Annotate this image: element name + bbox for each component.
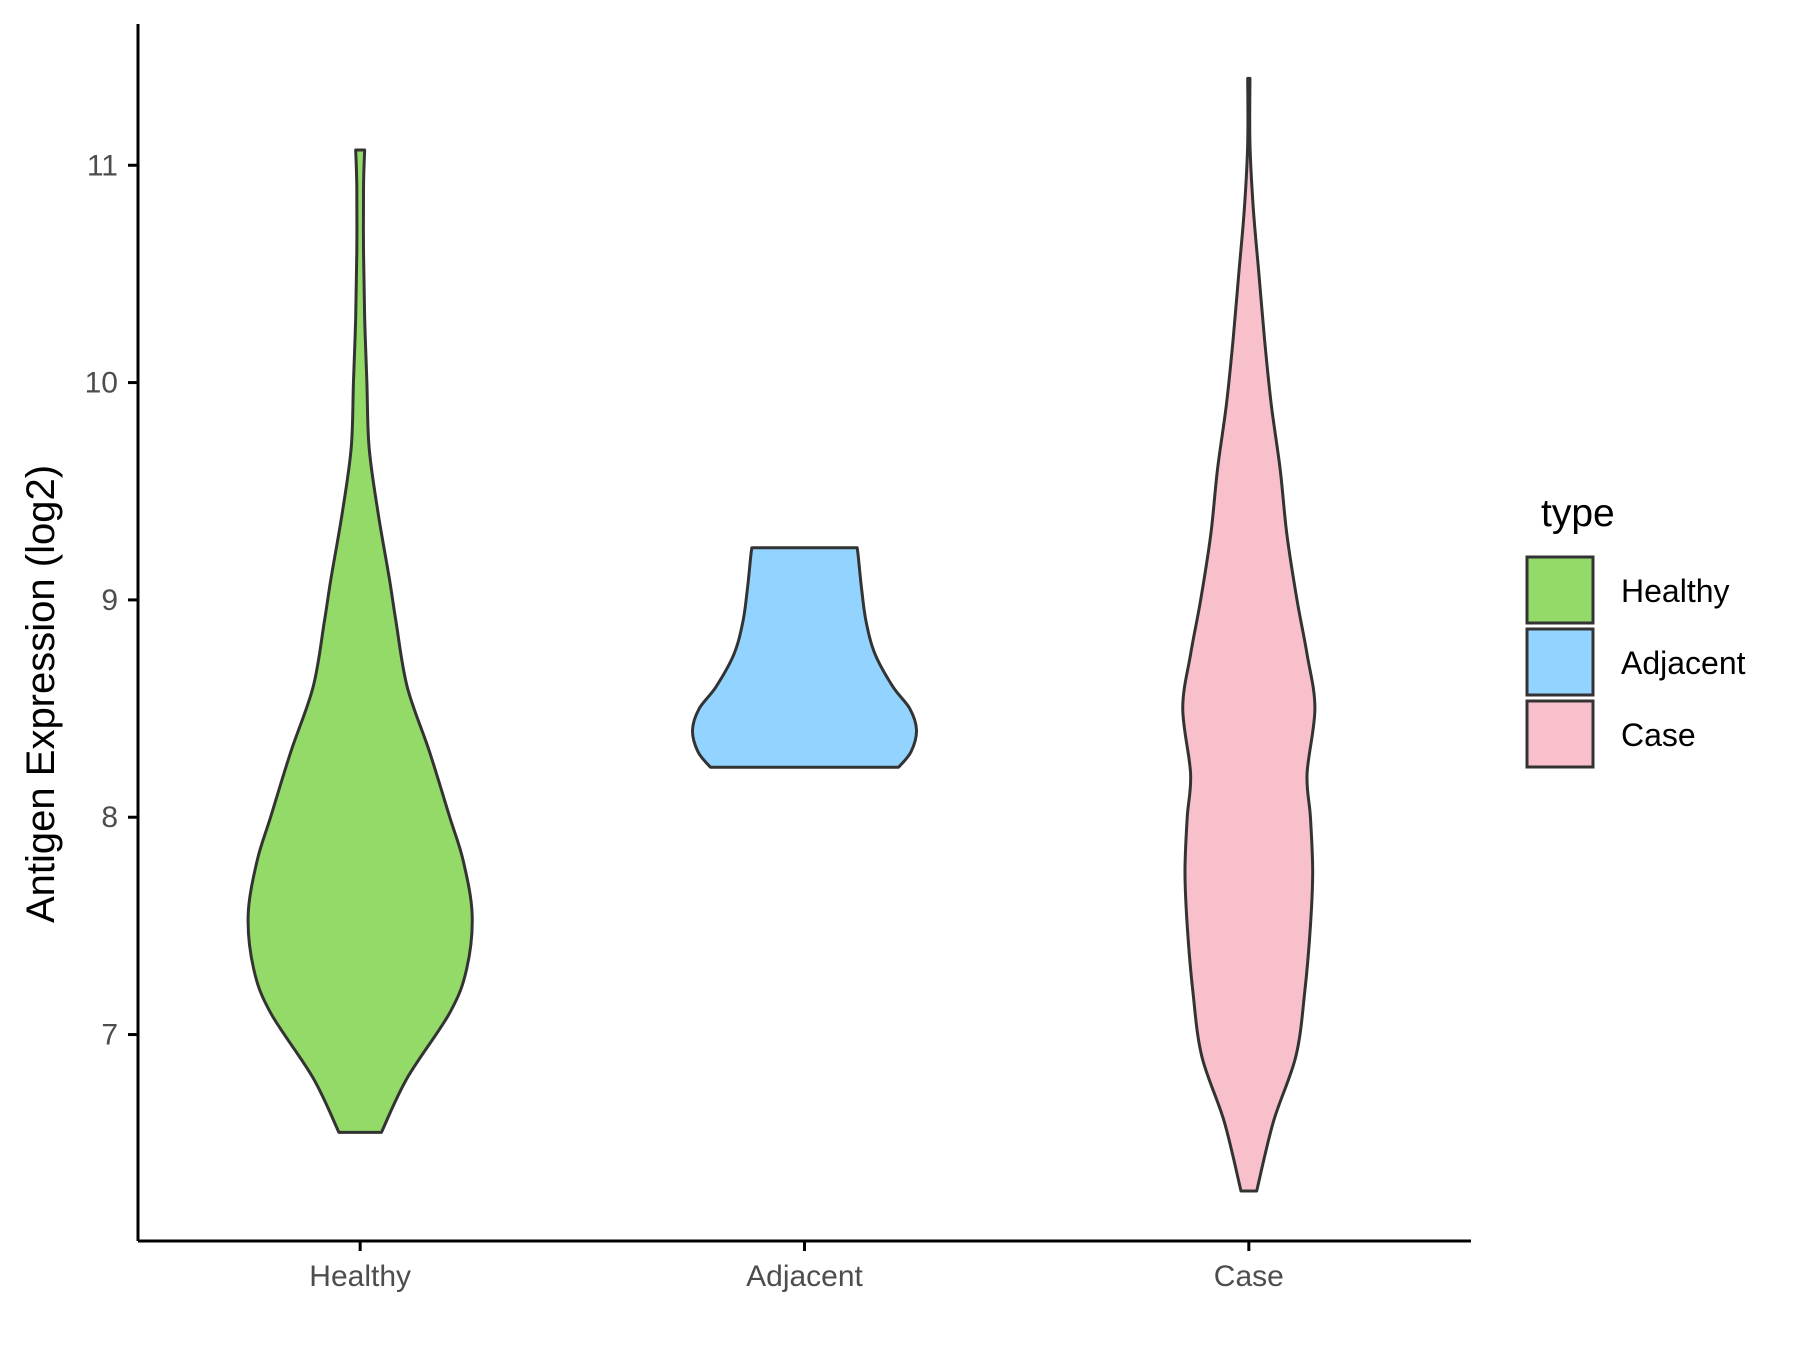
y-tick-label: 8 xyxy=(101,801,118,834)
x-tick-label: Case xyxy=(1214,1260,1284,1293)
legend-title: type xyxy=(1541,492,1615,535)
legend: type Healthy Adjacent Case xyxy=(1525,492,1746,769)
legend-label: Adjacent xyxy=(1621,645,1746,681)
violin-case xyxy=(1181,76,1317,1193)
legend-key-healthy xyxy=(1525,555,1595,625)
y-tick-label: 7 xyxy=(101,1019,118,1052)
axes: 7 8 9 10 11 Healthy Adjacent Case xyxy=(85,24,1471,1293)
y-tick-label: 10 xyxy=(85,367,118,400)
x-tick-label: Healthy xyxy=(309,1260,411,1293)
y-ticks: 7 8 9 10 11 xyxy=(85,149,138,1052)
y-tick-label: 9 xyxy=(101,584,118,617)
legend-label: Healthy xyxy=(1621,573,1730,609)
x-tick-label: Adjacent xyxy=(746,1260,863,1293)
legend-items: Healthy Adjacent Case xyxy=(1525,555,1746,769)
legend-key-adjacent xyxy=(1525,627,1595,697)
violin-healthy xyxy=(246,148,474,1134)
legend-label: Case xyxy=(1621,717,1696,753)
violin-adjacent xyxy=(690,546,919,769)
violin-layer xyxy=(246,76,1317,1193)
x-ticks: Healthy Adjacent Case xyxy=(309,1241,1284,1293)
y-tick-label: 11 xyxy=(87,149,118,182)
y-axis-title: Antigen Expression (log2) xyxy=(19,465,63,923)
legend-key-case xyxy=(1525,699,1595,769)
